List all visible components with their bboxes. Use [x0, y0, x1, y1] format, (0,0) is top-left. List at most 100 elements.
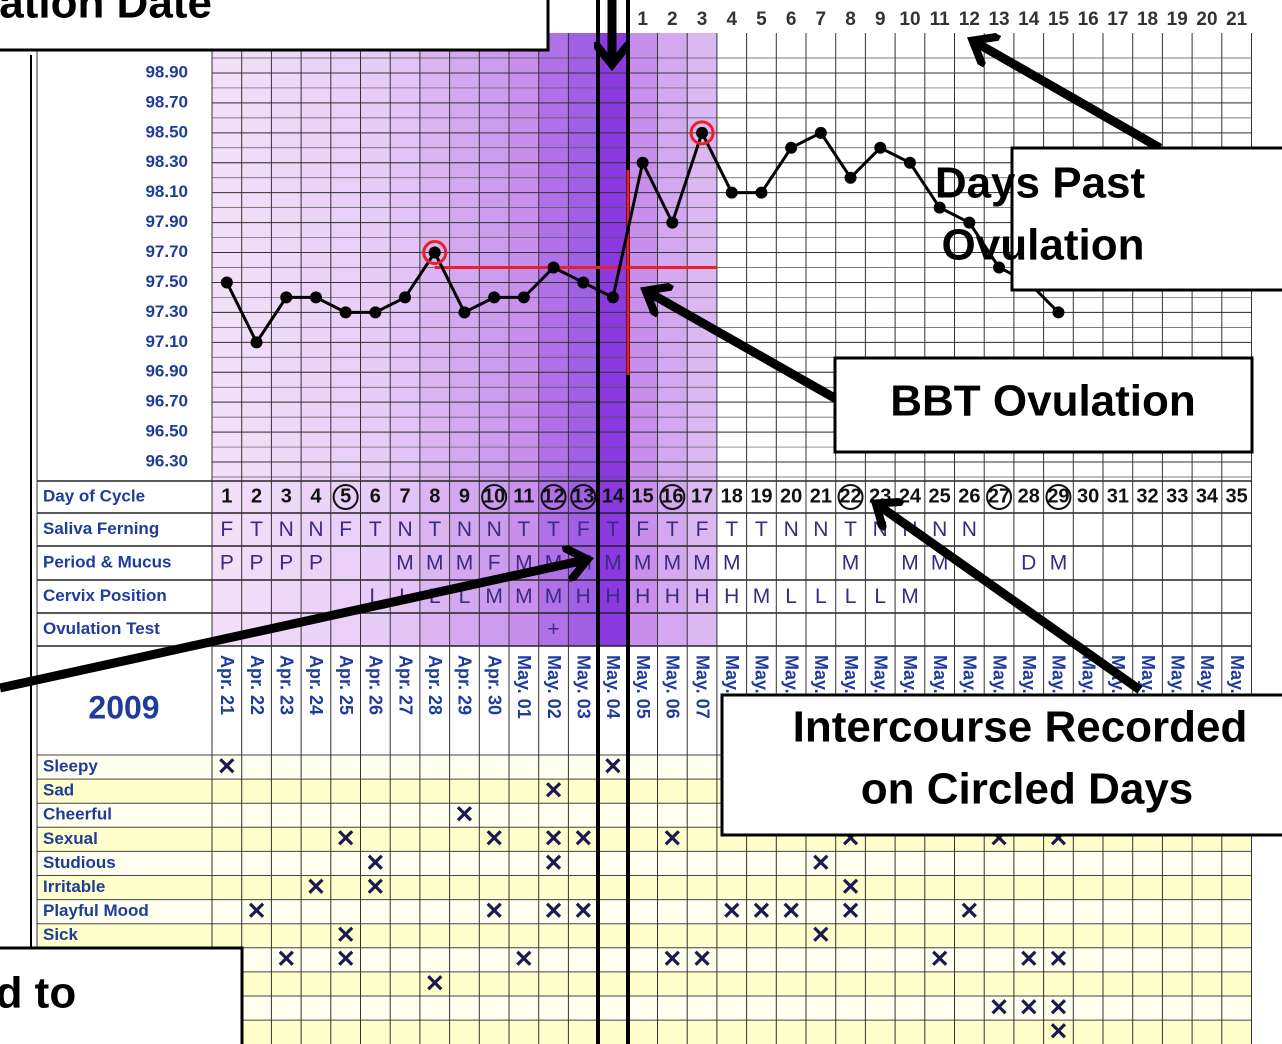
column-shade [360, 33, 391, 646]
date-label: Apr. 30 [484, 655, 504, 715]
cell-value: L [874, 585, 886, 608]
dpo-label: 19 [1167, 9, 1188, 30]
symptom-mark: ✕ [306, 874, 326, 901]
day-of-cycle: 16 [661, 485, 683, 507]
temperature-point [993, 261, 1006, 274]
day-of-cycle: 20 [780, 485, 802, 507]
symptom-mark: ✕ [1048, 1018, 1068, 1044]
cell-value: M [515, 585, 533, 608]
symptom-mark: ✕ [603, 753, 623, 780]
column-shade [271, 33, 302, 646]
annotation: Ovulation [942, 221, 1145, 270]
date-label: Apr. 21 [217, 655, 237, 715]
cell-value: L [815, 585, 827, 608]
intercourse-circle [1045, 484, 1072, 510]
temperature-point [250, 336, 263, 349]
symptom-label: Studious [43, 853, 116, 872]
date-label: May. 01 [514, 655, 534, 719]
cell-value: M [931, 552, 949, 575]
cell-value: N [457, 518, 472, 541]
cell-value: P [279, 552, 293, 575]
cell-value: M [901, 585, 919, 608]
day-of-cycle: 1 [221, 485, 232, 507]
day-of-cycle: 29 [1047, 485, 1069, 507]
day-of-cycle: 30 [1077, 485, 1099, 507]
temperature-point [933, 201, 946, 214]
symptom-mark: ✕ [454, 802, 474, 829]
column-shade [301, 33, 332, 646]
dpo-label: 9 [875, 9, 886, 30]
mark-layer: ✕ ✕✕✕✕ ✕ ✕ ✕ ✕ ✕ ✕ ✕✕ ✕ ✕✕ ✕ ✕✕ ✕ ✕ ✕ ✕ ✕ ✕ ✕ ✕✕ ✕✕ ✕ ✕ ✕ ✕ ✕ ✕ ✕✕✕ ✕… [217, 120, 1072, 1044]
cell-value: F [339, 518, 352, 541]
cell-value: T [607, 518, 620, 541]
day-of-cycle: 6 [370, 485, 381, 507]
cell-value: T [517, 518, 530, 541]
year: 2009 [88, 689, 159, 725]
date-label: May. 02 [544, 655, 564, 719]
cell-value: N [397, 518, 412, 541]
symptom-mark: ✕ [276, 946, 296, 973]
cell-value: T [666, 518, 679, 541]
symptom-label: Sleepy [43, 757, 98, 776]
temperature-point [428, 246, 441, 259]
symptom-mark: ✕ [217, 753, 237, 780]
cell-value: N [487, 518, 502, 541]
dpo-label: 10 [899, 9, 920, 30]
date-label: Apr. 26 [366, 655, 386, 715]
annotation-box [1010, 146, 1282, 292]
date-label: Apr. 29 [455, 655, 475, 715]
symptom-mark: ✕ [573, 898, 593, 925]
column-shade [449, 33, 480, 646]
cell-value: M [604, 552, 622, 575]
intercourse-circle [659, 484, 686, 510]
dpo-label: 21 [1226, 9, 1248, 30]
cell-value: L [459, 585, 471, 608]
annotation: ation Ovulation Date [0, 0, 212, 28]
symptom-mark: ✕ [1048, 946, 1068, 973]
day-of-cycle: 14 [602, 485, 625, 507]
cell-value: M [426, 552, 444, 575]
dpo-label: 7 [816, 9, 827, 30]
row-label: Cervix Position [43, 586, 167, 605]
cell-value: F [636, 518, 649, 541]
symptom-mark: ✕ [692, 946, 712, 973]
temperature-point [814, 126, 827, 139]
annotation: Intercourse Recorded [793, 703, 1248, 752]
y-tick-label: 96.70 [145, 392, 188, 411]
symptom-mark: ✕ [365, 874, 385, 901]
symptom-mark: ✕ [425, 970, 445, 997]
symptom-row [37, 899, 1252, 924]
cell-value: D [1021, 552, 1036, 575]
symptom-mark: ✕ [722, 898, 742, 925]
cell-value: N [308, 518, 323, 541]
symptom-mark: ✕ [1019, 946, 1039, 973]
temperature-point [220, 276, 233, 289]
column-shade [627, 33, 658, 646]
y-tick-label: 96.30 [145, 452, 188, 471]
header-band [548, 0, 1252, 33]
cell-value: T [428, 518, 441, 541]
day-of-cycle: 22 [839, 485, 861, 507]
cell-value: N [784, 518, 799, 541]
day-of-cycle: 9 [459, 485, 470, 507]
symptom-mark: ✕ [336, 922, 356, 949]
symptom-mark: ✕ [484, 898, 504, 925]
dpo-label: 14 [1018, 9, 1040, 30]
day-of-cycle: 7 [399, 485, 410, 507]
symptom-mark: ✕ [1048, 994, 1068, 1021]
cell-value: H [635, 585, 650, 608]
cell-value: M [842, 552, 860, 575]
annotation-arrow [0, 560, 585, 693]
day-of-cycle: 3 [281, 485, 292, 507]
cell-value: H [665, 585, 680, 608]
symptom-mark: ✕ [514, 946, 534, 973]
cell-value: M [1050, 552, 1068, 575]
row-label: Ovulation Test [43, 619, 160, 638]
column-shade [509, 33, 540, 646]
cell-value: F [220, 518, 233, 541]
cell-value: N [932, 518, 947, 541]
temperature-point [1052, 306, 1065, 319]
annotation: BBT Ovulation [890, 377, 1196, 426]
date-label: Apr. 27 [395, 655, 415, 715]
day-of-cycle: 15 [632, 485, 654, 507]
